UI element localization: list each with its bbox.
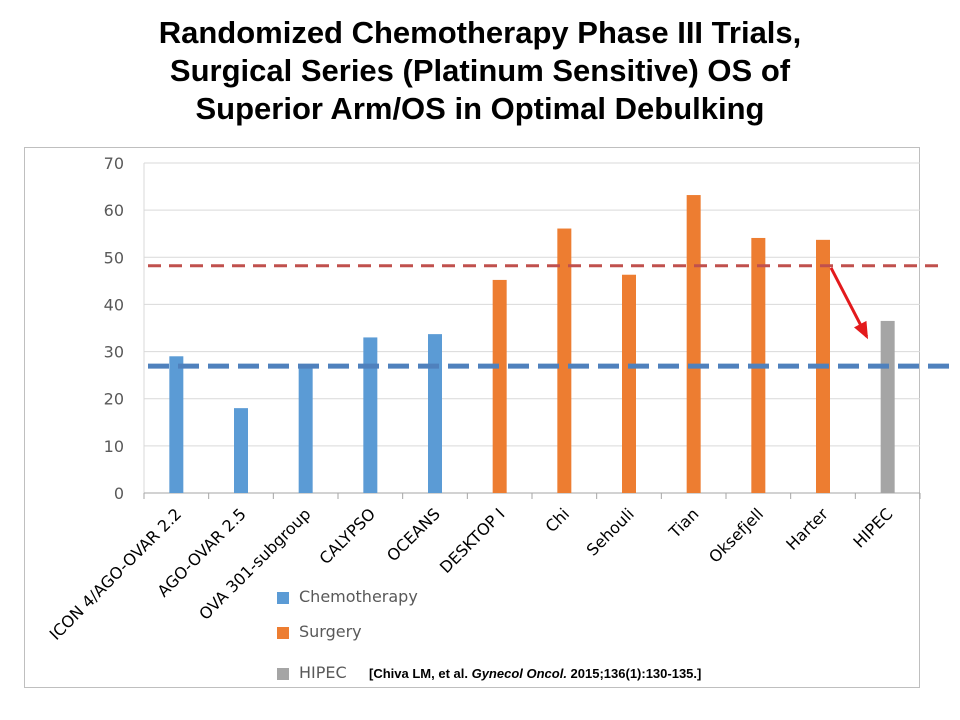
y-tick-label: 30 [104, 343, 124, 362]
x-tick-label: CALYPSO [315, 504, 379, 568]
legend-swatch-chemotherapy [277, 592, 289, 604]
bar [298, 365, 313, 493]
legend-label-hipec: HIPEC [299, 663, 347, 682]
x-tick-label: Harter [782, 504, 832, 554]
legend-swatch-surgery [277, 627, 289, 639]
bar [169, 356, 184, 493]
y-tick-label: 40 [104, 295, 124, 314]
arrow-head [854, 320, 869, 340]
slide-title: Randomized Chemotherapy Phase III Trials… [0, 14, 960, 128]
y-tick-label: 10 [104, 437, 124, 456]
bar [234, 408, 248, 493]
y-tick-label: 0 [114, 484, 124, 503]
bar [428, 334, 442, 493]
y-tick-label: 70 [104, 154, 124, 173]
legend-label-chemotherapy: Chemotherapy [299, 587, 418, 606]
bar [363, 337, 378, 493]
citation-open: [Chiva LM, et al. [369, 666, 472, 681]
x-tick-label: Sehouli [583, 504, 638, 559]
x-tick-label: OVA 301-subgroup [195, 504, 314, 623]
x-tick-label: Oksefjell [705, 504, 767, 566]
bar [622, 274, 636, 493]
chart-area [24, 147, 920, 688]
x-tick-label: Tian [665, 504, 703, 542]
x-tick-label: DESKTOP I [436, 504, 509, 577]
x-tick-label: HIPEC [849, 504, 896, 551]
y-tick-label: 60 [104, 201, 124, 220]
bar [557, 228, 572, 493]
citation-journal: Gynecol Oncol. [471, 666, 567, 681]
title-line-3: Superior Arm/OS in Optimal Debulking [195, 91, 765, 126]
citation-rest: 2015;136(1):130-135.] [566, 666, 702, 681]
bar [686, 195, 701, 494]
bar [492, 279, 507, 493]
y-tick-label: 20 [104, 390, 124, 409]
bar [880, 320, 895, 493]
legend-swatch-hipec [277, 668, 289, 680]
y-tick-label: 50 [104, 248, 124, 267]
legend-label-surgery: Surgery [299, 622, 362, 641]
title-line-1: Randomized Chemotherapy Phase III Trials… [158, 15, 802, 50]
title-line-2: Surgical Series (Platinum Sensitive) OS … [169, 53, 791, 88]
x-tick-label: ICON 4/AGO-OVAR 2.2 [46, 504, 185, 643]
x-tick-label: OCEANS [383, 504, 444, 565]
x-tick-label: Chi [542, 504, 574, 536]
citation: [Chiva LM, et al. Gynecol Oncol. 2015;13… [369, 666, 701, 681]
